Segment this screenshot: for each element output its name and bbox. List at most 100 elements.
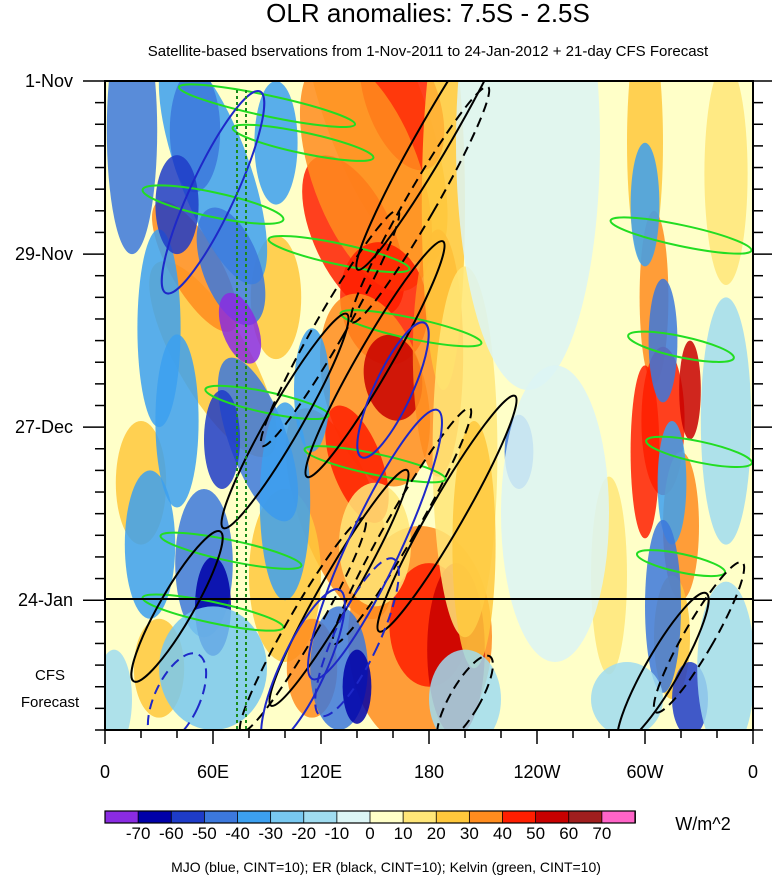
colorbar-swatch xyxy=(237,810,272,824)
colorbar-swatch xyxy=(203,810,239,824)
y-tick-label: 1-Nov xyxy=(25,71,73,91)
forecast-label-line2: Forecast xyxy=(21,694,80,711)
kelvin-contour xyxy=(141,184,285,225)
colorbar-swatch xyxy=(402,810,438,824)
colorbar: -70 -60 -50 -40 -30 -20 -10 0 10 20 30 40 50 60 70 xyxy=(104,810,636,843)
anomaly-patch xyxy=(591,662,663,730)
colorbar-swatch xyxy=(435,810,471,824)
colorbar-tick-label: 10 xyxy=(394,824,413,843)
er-contour xyxy=(238,516,368,730)
anomaly-patch xyxy=(218,292,262,364)
colorbar-tick-label: 40 xyxy=(493,824,512,843)
colorbar-swatch xyxy=(137,810,173,824)
er-contours xyxy=(130,81,746,730)
colorbar-tick-label: -10 xyxy=(325,824,350,843)
colorbar-swatch xyxy=(369,810,405,824)
anomaly-patch xyxy=(630,365,660,539)
forecast-label-line1: CFS xyxy=(35,667,65,684)
anomaly-patches xyxy=(105,81,753,730)
kelvin-contour xyxy=(177,83,357,129)
colorbar-tick-label: -20 xyxy=(291,824,316,843)
colorbar-tick-label: -60 xyxy=(159,824,184,843)
colorbar-swatch xyxy=(303,810,338,824)
kelvin-contour xyxy=(609,216,753,255)
y-tick-label: 24-Jan xyxy=(18,590,73,610)
anomaly-patch xyxy=(196,207,266,326)
chart-caption: MJO (blue, CINT=10); ER (black, CINT=10)… xyxy=(171,859,601,875)
kelvin-contour xyxy=(204,384,330,421)
chart-subtitle: Satellite-based bservations from 1-Nov-2… xyxy=(148,43,709,60)
colorbar-swatch xyxy=(170,810,206,824)
kelvin-contour xyxy=(627,330,735,363)
plot-area xyxy=(105,81,753,730)
er-contour xyxy=(436,654,494,730)
anomaly-patch xyxy=(155,334,199,508)
kelvin-contour xyxy=(231,123,375,162)
er-contour xyxy=(304,240,446,479)
colorbar-tick-label: 0 xyxy=(365,824,374,843)
anomaly-patch xyxy=(363,334,423,421)
anomaly-patch xyxy=(452,420,496,669)
colorbar-tick-label: 50 xyxy=(526,824,545,843)
colorbar-swatch xyxy=(104,810,140,824)
colorbar-swatch xyxy=(336,810,371,824)
x-tick-label: 180 xyxy=(414,762,444,782)
colorbar-tick-label: -30 xyxy=(258,824,283,843)
x-tick-label: 0 xyxy=(100,762,110,782)
anomaly-patch xyxy=(429,649,501,730)
anomaly-patch xyxy=(159,606,267,730)
anomaly-patch xyxy=(679,340,701,440)
colorbar-tick-label: -70 xyxy=(126,824,151,843)
kelvin-contour xyxy=(339,309,483,348)
x-tick-label: 60W xyxy=(626,762,663,782)
er-contour xyxy=(616,591,710,730)
y-tick-label: 27-Dec xyxy=(15,417,73,437)
x-tick-label: 120E xyxy=(300,762,342,782)
kelvin-contours xyxy=(141,83,753,632)
colorbar-swatch xyxy=(568,810,603,824)
colorbar-tick-label: -50 xyxy=(192,824,217,843)
er-contour xyxy=(268,468,410,707)
er-contour xyxy=(130,529,224,683)
anomaly-patch xyxy=(700,297,752,545)
anomaly-patch xyxy=(648,278,678,403)
chart-title: OLR anomalies: 7.5S - 2.5S xyxy=(266,0,590,28)
colorbar-tick-label: 20 xyxy=(427,824,446,843)
colorbar-swatch xyxy=(468,810,504,824)
x-tick-label: 120W xyxy=(513,762,560,782)
anomaly-patch xyxy=(254,81,298,205)
er-contour xyxy=(349,85,491,324)
colorbar-swatch xyxy=(601,810,636,824)
kelvin-contour xyxy=(645,435,753,469)
mjo-contour xyxy=(260,588,346,730)
anomaly-patch xyxy=(697,581,753,730)
anomaly-patch xyxy=(299,81,433,292)
anomaly-patch xyxy=(106,81,158,255)
er-contour xyxy=(220,312,350,530)
anomaly-patch xyxy=(155,155,199,255)
colorbar-frame xyxy=(104,810,636,824)
colorbar-tick-label: -40 xyxy=(225,824,250,843)
er-contour xyxy=(259,209,401,448)
x-tick-label: 60E xyxy=(197,762,229,782)
er-contour xyxy=(376,394,518,633)
kelvin-contour xyxy=(159,531,303,570)
er-contour xyxy=(652,560,746,714)
y-axis: 1-Nov 29-Nov 27-Dec 24-Jan xyxy=(15,71,772,731)
er-contour xyxy=(331,407,473,646)
anomaly-patch xyxy=(657,420,687,545)
er-contour xyxy=(355,81,521,271)
y-tick-label: 29-Nov xyxy=(15,244,73,264)
mjo-contour xyxy=(307,408,443,681)
kelvin-contour xyxy=(303,445,447,484)
colorbar-swatch xyxy=(270,810,305,824)
mjo-contours xyxy=(146,89,443,730)
colorbar-tick-label: 30 xyxy=(460,824,479,843)
mjo-contour xyxy=(146,652,208,730)
mjo-contour xyxy=(356,321,430,459)
anomaly-patch xyxy=(501,365,609,663)
mjo-contour xyxy=(314,557,400,718)
anomaly-patch xyxy=(456,81,600,390)
